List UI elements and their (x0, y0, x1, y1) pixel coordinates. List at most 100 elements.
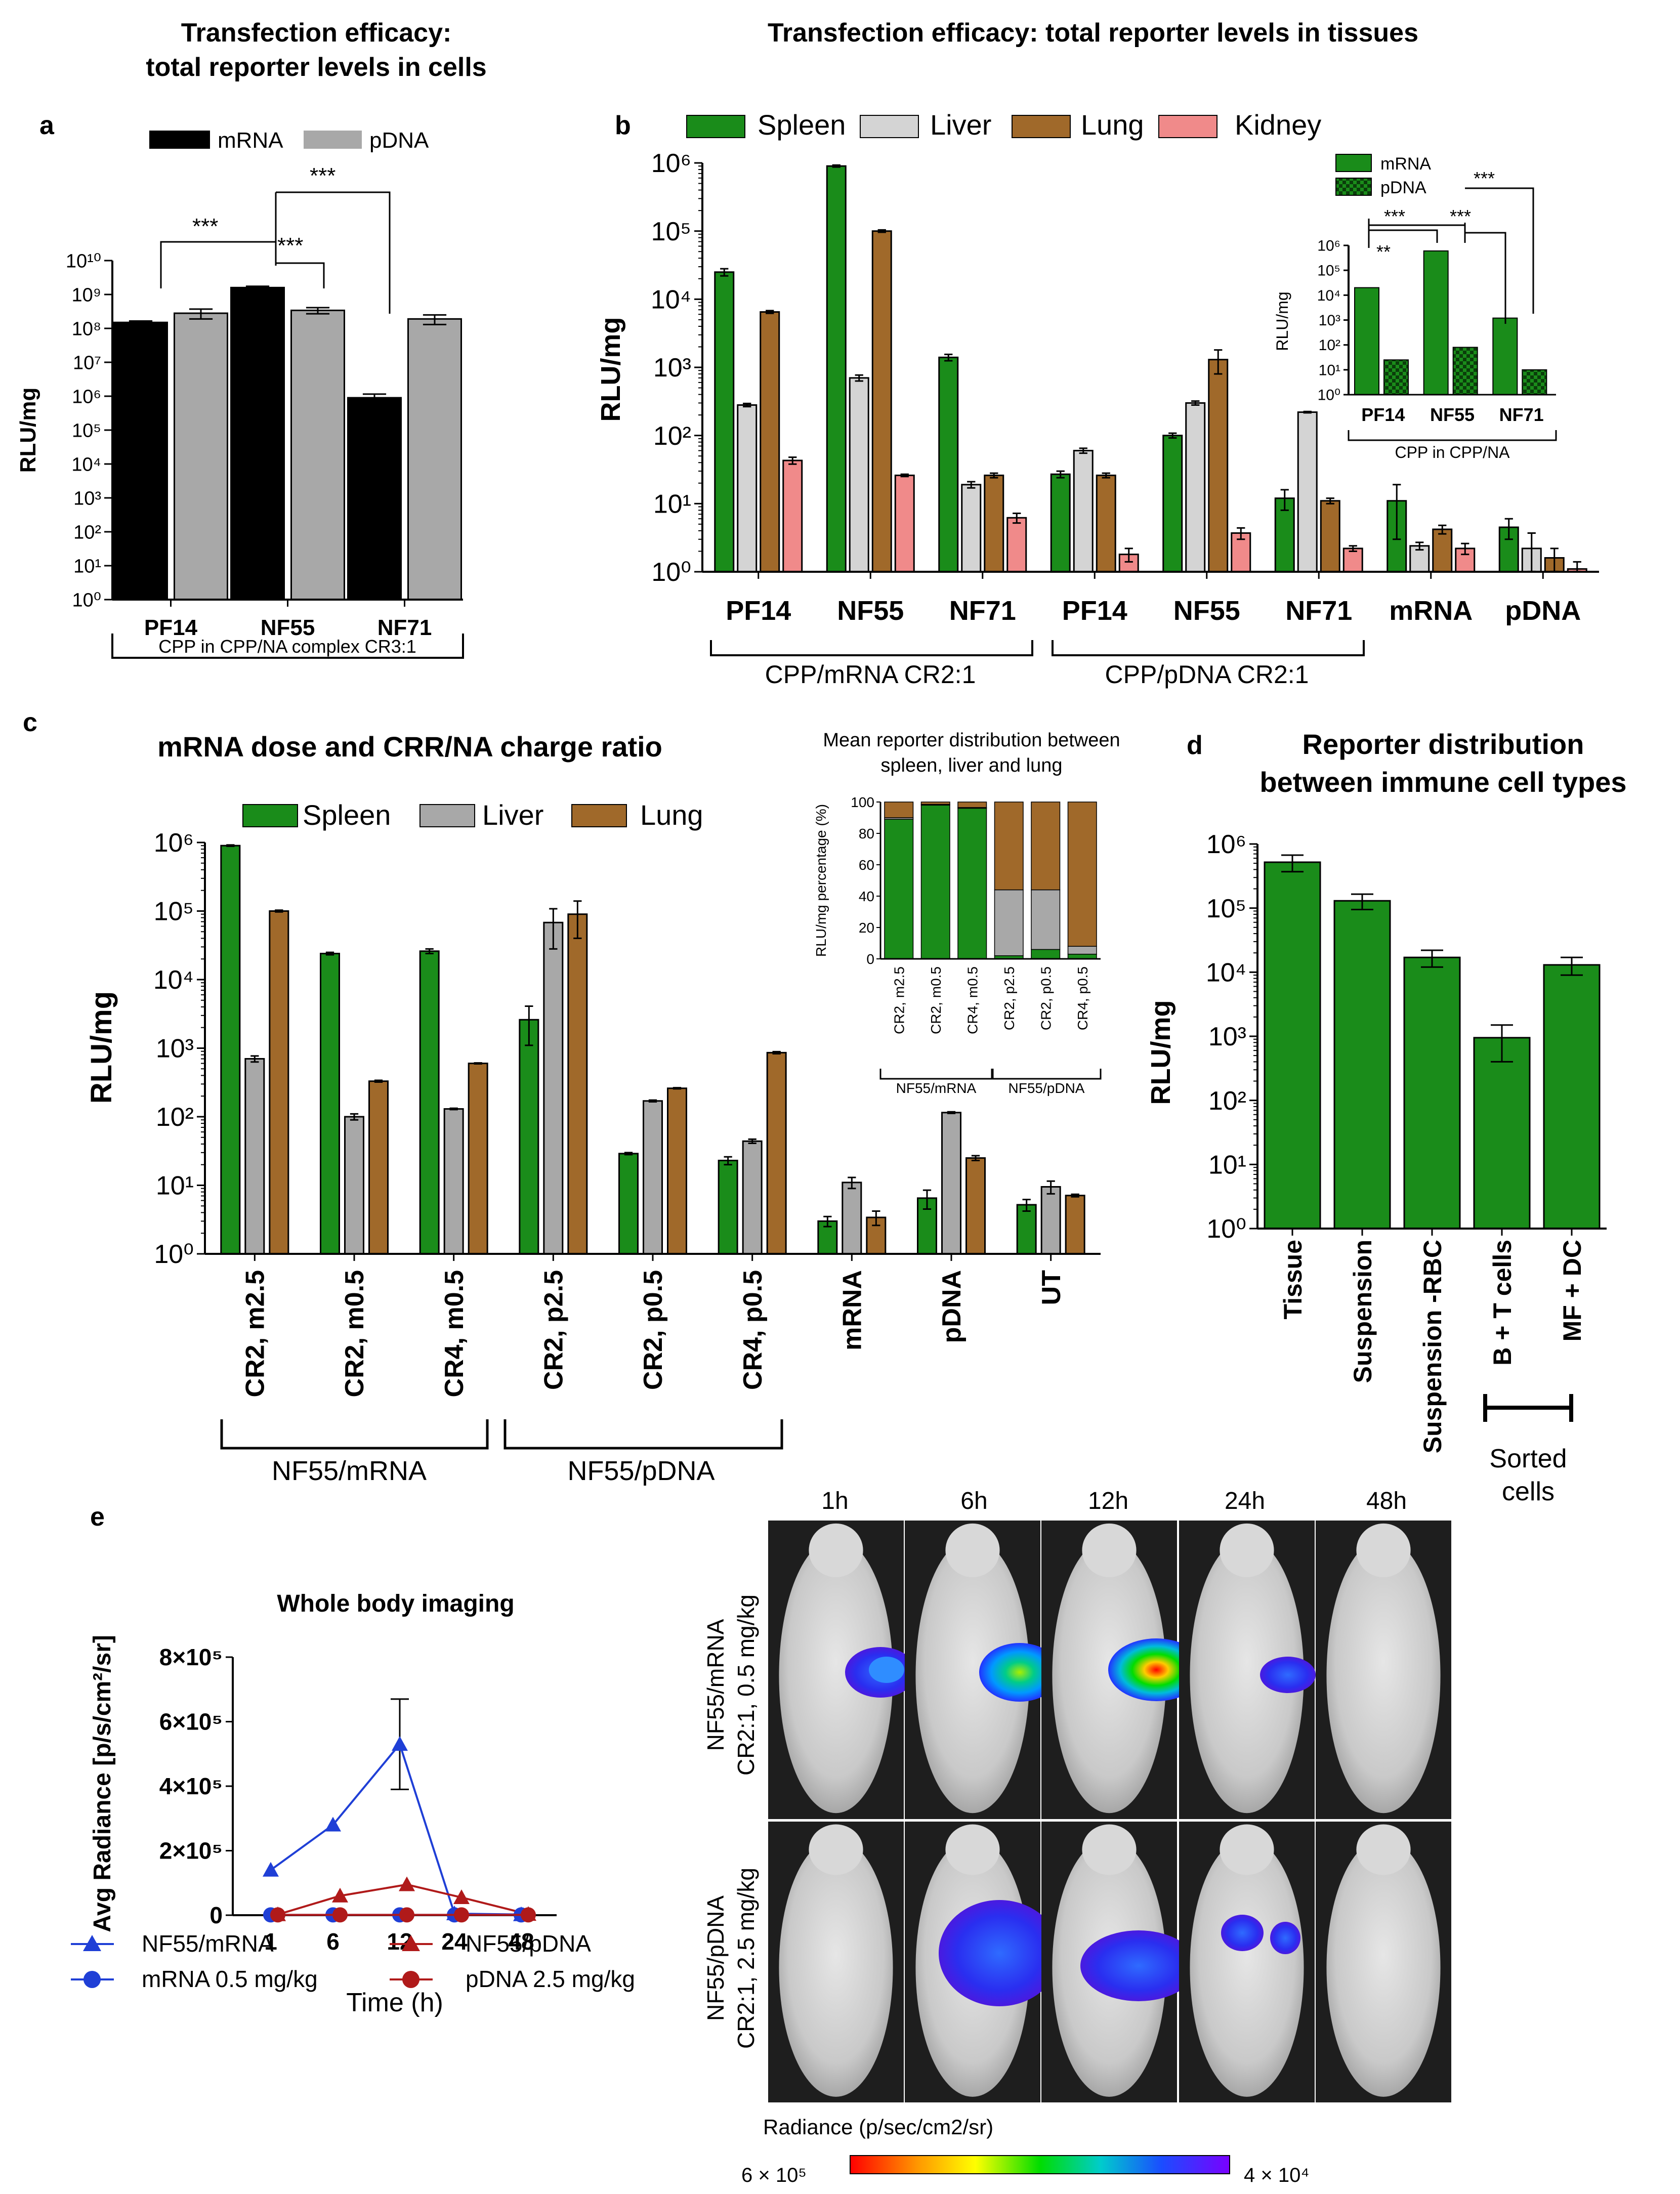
mouse-head (945, 1824, 1000, 1875)
e-point-nf55-pdna (453, 1889, 470, 1904)
panel-c-legend: Spleen Liver Lung (242, 799, 703, 831)
b-inset-bar-pdna-nf55 (1452, 347, 1478, 395)
c-bar-liver-cr2-m2-5 (244, 1058, 265, 1255)
inset-bracket-label: CPP in CPP/NA (1395, 443, 1510, 461)
c-inset-bar-liver-cr4-p0-5 (1067, 946, 1097, 955)
panel-b-brackets: CPP/mRNA CR2:1 CPP/pDNA CR2:1 (710, 640, 1365, 689)
b-inset-y-tick-label: 10⁵ (1317, 263, 1340, 279)
mouse-head (1082, 1824, 1137, 1875)
c-bar-spleen-cr2-m2-5 (220, 845, 241, 1255)
b-inset-bar-pdna-nf71 (1522, 369, 1547, 395)
legend-swatch-liver (860, 115, 919, 138)
mouse-body (1190, 1838, 1304, 2097)
e-point-nf55-pdna (332, 1887, 348, 1903)
b-y-tick-label: 10⁶ (651, 149, 691, 178)
b-bar-spleen-pf14 (1050, 473, 1071, 573)
d-bar-b-t-cells (1473, 1037, 1531, 1230)
mouse-body (779, 1538, 893, 1813)
c-bar-lung-ut (1065, 1195, 1085, 1255)
c-x-tick-label: CR2, p0.5 (639, 1270, 668, 1390)
a-y-tick-label: 10¹ (73, 556, 101, 577)
colorbar-gradient (850, 2155, 1230, 2174)
c-x-tick-label: UT (1037, 1270, 1066, 1305)
mouse-body (1190, 1538, 1304, 1813)
d-x-tick-label: Tissue (1279, 1240, 1307, 1320)
c-x-tick-label: CR4, p0.5 (738, 1270, 768, 1390)
c-y-tick-label: 10⁰ (154, 1240, 194, 1269)
d-y-tick-label: 10⁵ (1206, 894, 1246, 923)
c-bar-lung-cr2-m0-5 (368, 1080, 389, 1255)
mouse-body (915, 1538, 1030, 1813)
b-x-tick-label: PF14 (726, 596, 791, 626)
row1-label-line2: CR2:1, 0.5 mg/kg (733, 1594, 759, 1776)
a-bar-mrna-nf71 (347, 397, 402, 601)
b-inset-y-tick-label: 10¹ (1319, 362, 1340, 378)
panel-c-title: mRNA dose and CRR/NA charge ratio (157, 731, 662, 763)
c-bar-spleen-cr2-p2-5 (519, 1019, 539, 1255)
c-y-tick-label: 10³ (156, 1034, 194, 1064)
signal-blob (1260, 1657, 1316, 1693)
c-bar-lung-cr2-p2-5 (567, 913, 588, 1255)
c-x-tick-label: mRNA (838, 1270, 867, 1351)
c-inset-bar-lung-cr2-m0-5 (920, 801, 950, 805)
b-inset-y-tick-label: 10² (1319, 337, 1340, 354)
c-inset-bar-lung-cr2-p2-5 (994, 801, 1024, 891)
sig-b-3: *** (1450, 206, 1471, 227)
c-y-tick-label: 10¹ (156, 1171, 194, 1201)
b-bar-spleen-nf55 (1162, 435, 1183, 573)
b-y-axis-label: RLU/mg (596, 317, 626, 422)
d-x-tick-label: Suspension (1349, 1240, 1377, 1383)
c-legend-swatch-liver (419, 804, 475, 827)
legend-swatch-spleen (686, 115, 745, 138)
b-bar-lung-nf55 (1208, 359, 1229, 573)
sig-a-1: *** (192, 214, 218, 239)
c-inset-x-tick-label: CR4, p0.5 (1075, 966, 1090, 1030)
d-bar-mf-dc (1543, 964, 1601, 1230)
c-y-tick-label: 10⁶ (154, 828, 194, 858)
b-x-tick-label: NF71 (1285, 596, 1352, 626)
legend-label-pdna: pDNA (369, 128, 429, 153)
c-x-tick-label: CR2, p2.5 (539, 1270, 569, 1390)
mouse-head (809, 1824, 863, 1875)
row2-label-line2: CR2:1, 2.5 mg/kg (733, 1868, 759, 2049)
c-inset-bar-spleen-cr4-m0-5 (957, 808, 987, 959)
a-y-tick-label: 10⁴ (71, 454, 101, 475)
c-inset-bracket-pdna: NF55/pDNA (1009, 1080, 1085, 1096)
signal-blob (1270, 1922, 1300, 1954)
b-inset-y-tick-label: 10⁶ (1317, 238, 1340, 255)
e-point-nf55-mrna (263, 1862, 279, 1877)
c-x-tick-label: CR4, m0.5 (440, 1270, 469, 1397)
panel-c-inset: Mean reporter distribution between splee… (813, 730, 1120, 1096)
b-bar-lung-mrna (1432, 528, 1453, 573)
a-x-tick-label: NF55 (261, 615, 315, 640)
c-x-tick-label: CR2, m2.5 (241, 1270, 270, 1397)
panel-b-title: Transfection efficacy: total reporter le… (768, 18, 1418, 48)
b-y-tick-label: 10¹ (653, 490, 691, 519)
panel-d-bracket: Sorted cells (1483, 1394, 1573, 1506)
b-inset-x-tick-label: NF71 (1499, 404, 1544, 425)
c-inset-x-tick-label: CR2, p2.5 (1001, 966, 1017, 1030)
c-inset-x-tick-label: CR2, m0.5 (928, 966, 944, 1034)
b-bar-liver-nf55 (849, 377, 869, 573)
sig-a-2: *** (310, 163, 335, 188)
panel-a-title-line1: Transfection efficacy: (181, 18, 452, 48)
c-inset-y-tick-label: 80 (859, 826, 874, 841)
c-inset-y-tick-label: 60 (859, 857, 874, 873)
c-bar-liver-cr2-p2-5 (543, 921, 564, 1255)
a-y-tick-label: 10⁷ (73, 352, 101, 373)
b-y-tick-label: 10⁰ (651, 558, 691, 587)
b-x-tick-label: pDNA (1505, 596, 1581, 626)
b-bar-kidney-nf55 (894, 474, 915, 573)
colorbar-max-label: 6 × 10⁵ (741, 2164, 807, 2186)
panel-c-bracket-mrna: NF55/mRNA (272, 1456, 427, 1486)
c-bar-lung-cr4-p0-5 (766, 1051, 787, 1255)
a-bar-pdna-nf55 (290, 309, 345, 601)
panel-d-letter: d (1187, 731, 1203, 760)
a-y-tick-label: 10² (73, 522, 101, 543)
e-point-pdna-2-5-mg-kg (270, 1907, 285, 1923)
b-x-tick-label: NF55 (837, 596, 904, 626)
c-inset-y-tick-label: 20 (859, 920, 874, 936)
inset-legend-label-pdna: pDNA (1380, 178, 1426, 197)
a-bar-mrna-nf55 (230, 286, 285, 601)
